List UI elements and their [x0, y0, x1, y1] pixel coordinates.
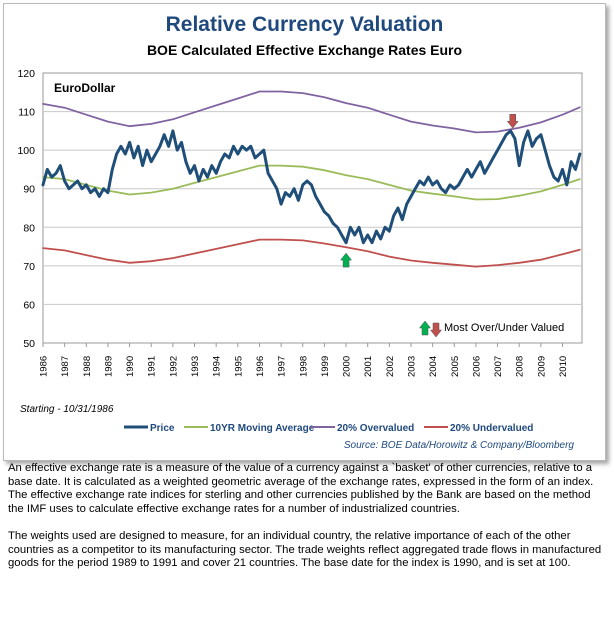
- x-tick-label: 2010: [558, 356, 569, 377]
- chart-title: Relative Currency Valuation: [165, 13, 444, 36]
- start-note: Starting - 10/31/1986: [20, 404, 114, 415]
- x-tick-label: 1993: [190, 356, 201, 377]
- chart-subtitle: BOE Calculated Effective Exchange Rates …: [146, 42, 463, 58]
- panel-label: EuroDollar: [54, 81, 116, 95]
- x-tick-label: 2000: [342, 356, 353, 377]
- chart-svg: 50 60 70 80 90 100 110 120 1986 1987 1988 1989 1990 1…: [17, 68, 583, 451]
- y-tick-label: 110: [18, 107, 35, 119]
- y-tick-label: 60: [23, 299, 35, 311]
- series-line-10yr-moving-average: [42, 164, 581, 201]
- y-tick-label: 70: [23, 261, 35, 273]
- x-tick-label: 1997: [277, 356, 288, 377]
- x-tick-label: 2004: [428, 356, 439, 377]
- x-tick-label: 1987: [60, 356, 71, 377]
- y-tick-label: 120: [17, 68, 35, 80]
- x-tick-label: 1998: [298, 356, 309, 377]
- series-line-price: [41, 129, 582, 245]
- overvalued-arrow-down-icon: [506, 113, 519, 129]
- undervalued-arrow-up-icon: [340, 252, 353, 268]
- y-tick-label: 100: [17, 145, 35, 157]
- x-tick-label: 2001: [363, 356, 374, 377]
- annotation-text: Most Over/Under Valued: [444, 322, 564, 334]
- chart-card: Relative Currency Valuation BOE Calculat…: [3, 3, 606, 461]
- legend-label: 10YR Moving Average: [210, 423, 315, 434]
- description-paragraph-1: An effective exchange rate is a measure …: [8, 462, 594, 515]
- y-tick-label: 90: [23, 184, 35, 196]
- x-tick-label: 2007: [493, 356, 504, 377]
- legend-arrow-down-icon: [429, 322, 443, 338]
- plot-area: [42, 72, 583, 344]
- x-tick-label: 1996: [255, 356, 266, 377]
- x-tick-label: 1999: [320, 356, 331, 377]
- description-paragraph-2: The weights used are designed to measure…: [8, 529, 602, 570]
- x-tick-label: 1995: [233, 356, 244, 377]
- legend-label: 20% Overvalued: [337, 423, 414, 434]
- x-tick-label: 2003: [406, 356, 417, 377]
- x-tick-label: 1989: [103, 356, 114, 377]
- x-tick-label: 2002: [385, 356, 396, 377]
- series-line-20-undervalued: [42, 238, 581, 268]
- legend-label: Price: [150, 423, 175, 434]
- x-tick-label: 1994: [212, 356, 223, 377]
- x-tick-label: 1991: [147, 356, 158, 377]
- x-tick-label: 1992: [168, 356, 179, 377]
- series-line-20-overvalued: [42, 90, 581, 134]
- legend-label: 20% Undervalued: [450, 423, 533, 434]
- x-tick-label: 1988: [82, 356, 93, 377]
- x-tick-label: 2008: [515, 356, 526, 377]
- x-tick-label: 1986: [39, 356, 50, 377]
- legend-arrow-up-icon: [418, 320, 432, 336]
- x-tick-label: 2006: [471, 356, 482, 377]
- source-note: Source: BOE Data/Horowitz & Company/Bloo…: [344, 440, 575, 451]
- y-tick-label: 80: [23, 222, 35, 234]
- x-tick-label: 2005: [450, 356, 461, 377]
- x-tick-label: 1990: [125, 356, 136, 377]
- description-text: An effective exchange rate is a measure …: [8, 462, 606, 584]
- y-tick-label: 50: [23, 338, 35, 350]
- x-tick-label: 2009: [536, 356, 547, 377]
